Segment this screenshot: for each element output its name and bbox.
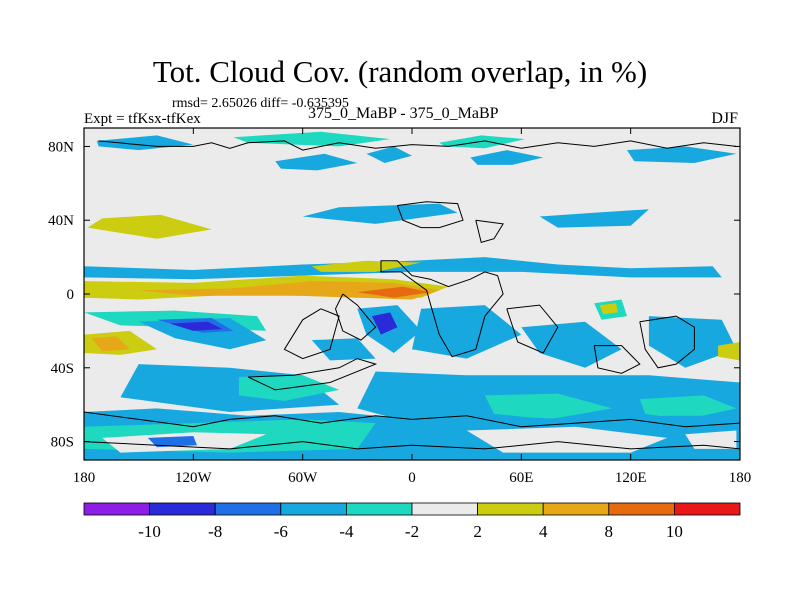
colorbar-swatch-8 [608,502,675,516]
colorbar-swatch-9 [674,502,741,516]
contour-region-10 [84,257,722,280]
colorbar-label: 8 [605,522,614,541]
colorbar-label: -8 [208,522,222,541]
coastlines [84,140,740,450]
contour-region-2 [439,135,525,149]
coastline-3 [380,260,504,358]
contour-region-1 [233,131,391,147]
colorbar-swatch-2 [214,502,282,516]
x-tick-label: 180 [73,470,96,486]
contour-region-29 [718,342,740,361]
contour-region-12 [138,281,440,300]
contour-region-16 [138,318,267,350]
colorbar: -10 -8 -6 -4 -2 2 4 8 10 [83,502,741,541]
colorbar-swatch-0 [83,502,150,516]
contour-region-6 [627,146,737,163]
colorbar-label: 10 [666,522,683,541]
x-tick-label: 60W [288,470,318,486]
contour-region-26 [648,316,737,368]
contour-region-40 [147,436,197,448]
contour-region-8 [302,203,458,224]
x-tick-label: 60E [509,470,533,486]
contour-region-20 [91,336,130,352]
run-comparison-label: 375_0_MaBP - 375_0_MaBP [308,105,499,122]
contour-region-34 [639,395,737,420]
colorbar-swatch-3 [280,502,347,516]
contour-region-28 [599,303,618,315]
coastline-5 [283,308,340,360]
contour-region-39 [685,430,737,449]
coastline-4 [334,293,377,341]
colorbar-swatch-6 [477,502,544,516]
y-axis: 80N 40N 0 40S 80S [48,139,740,451]
colorbar-label: 2 [473,522,482,541]
colorbar-swatch-5 [411,502,478,516]
coastline-11 [84,441,740,450]
contour-region-18 [169,321,223,331]
rmsd-diff-label: rmsd= 2.65026 diff= -0.635395 [172,96,349,111]
colorbar-label: -4 [339,522,354,541]
contour-region-7 [87,214,212,239]
colorbar-label: -2 [405,522,419,541]
contour-region-25 [521,321,622,368]
contour-region-24 [412,305,522,359]
x-tick-label: 180 [729,470,752,486]
coastline-10 [84,411,740,428]
contour-region-9 [539,209,649,228]
coastline-8 [593,345,641,374]
y-tick-label: 40N [48,213,74,229]
contour-region-33 [484,393,613,420]
contour-region-3 [275,153,358,171]
contour-region-13 [357,286,431,298]
coastline-7 [506,304,559,354]
coastline-1 [396,201,464,229]
colorbar-swatch-1 [149,502,216,516]
colorbar-swatch-4 [345,502,413,516]
x-axis: 180 120W 60W 0 60E 120E 180 [73,128,752,486]
colorbar-label: -6 [274,522,288,541]
contour-region-4 [366,146,412,163]
y-tick-label: 40S [51,361,74,377]
chart-title: Tot. Cloud Cov. (random overlap, in %) [152,54,648,89]
coastline-9 [639,315,695,369]
coastline-2 [475,219,504,244]
x-tick-label: 120W [175,470,213,486]
coastline-0 [98,140,737,151]
contour-region-5 [470,150,544,165]
x-tick-label: 0 [408,470,416,486]
experiment-label: Expt = tfKsx-tfKex [84,111,201,127]
colorbar-label: 4 [539,522,548,541]
x-tick-label: 120E [615,470,647,486]
y-tick-label: 0 [67,287,75,303]
contour-region-23 [311,338,376,361]
y-tick-label: 80S [51,435,74,451]
colorbar-label: -10 [138,522,161,541]
y-tick-label: 80N [48,139,74,155]
season-label: DJF [711,110,738,127]
colorbar-swatch-7 [542,502,610,516]
contour-region-14 [311,260,422,272]
coastline-6 [247,358,378,391]
contour-region-22 [371,312,398,335]
